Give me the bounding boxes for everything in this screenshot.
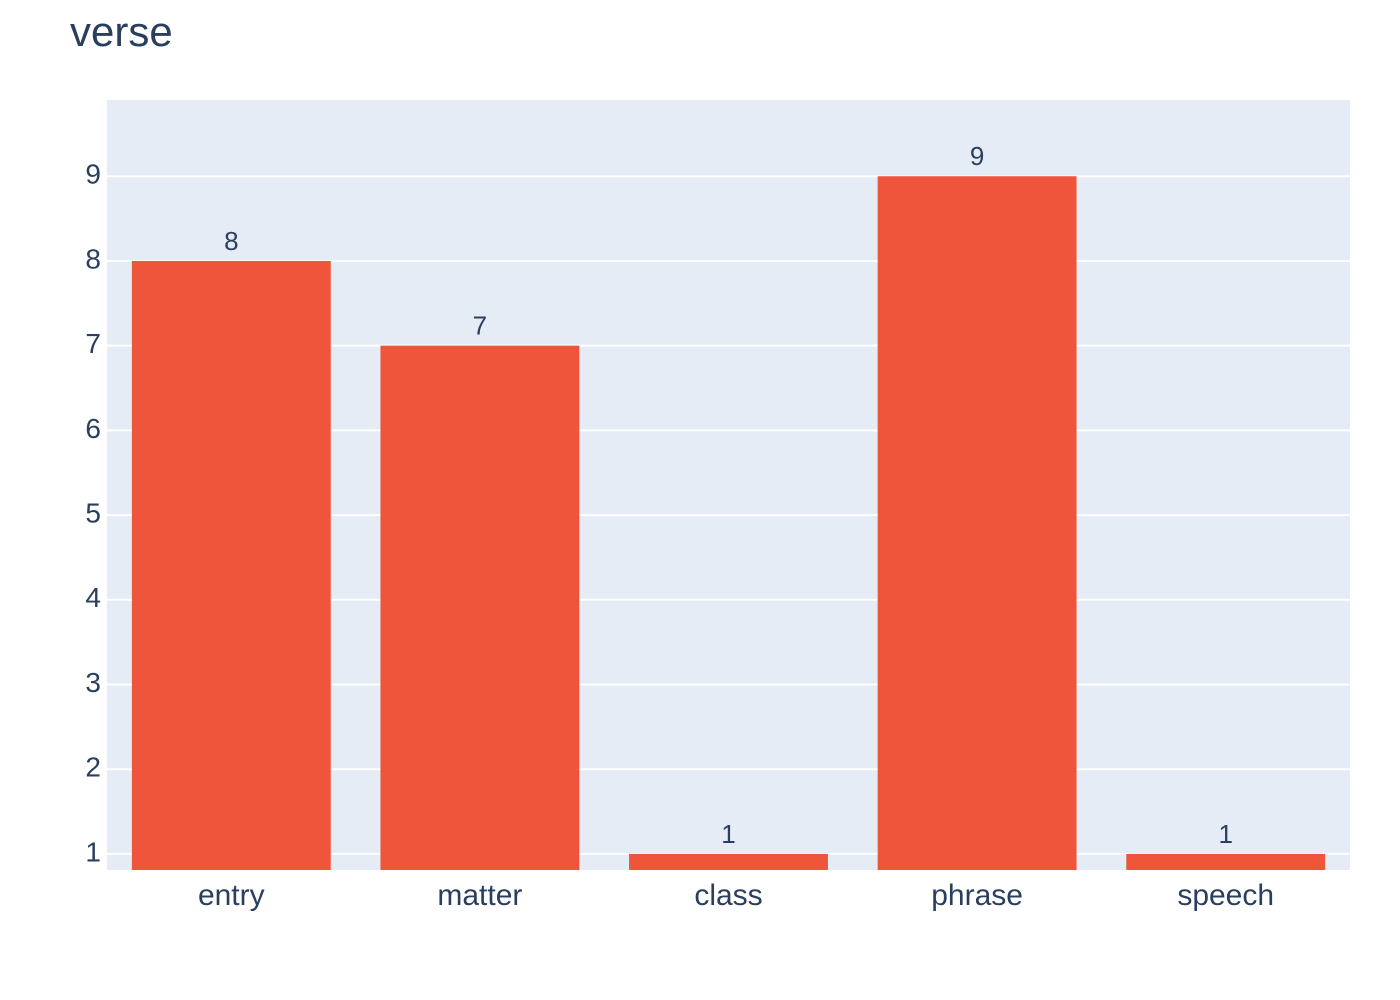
x-tick-label: phrase bbox=[931, 879, 1023, 912]
bar bbox=[131, 260, 331, 870]
chart-title: verse bbox=[70, 8, 173, 55]
x-tick-label: entry bbox=[198, 879, 265, 912]
bar bbox=[1126, 853, 1326, 870]
bar bbox=[877, 176, 1077, 871]
x-tick-label: matter bbox=[437, 879, 522, 912]
bar bbox=[380, 345, 580, 871]
value-label: 1 bbox=[721, 819, 735, 849]
y-tick-label: 7 bbox=[85, 328, 101, 359]
y-tick-label: 8 bbox=[85, 243, 101, 274]
y-tick-label: 9 bbox=[85, 159, 101, 190]
y-tick-label: 6 bbox=[85, 413, 101, 444]
value-label: 8 bbox=[224, 226, 238, 256]
bar bbox=[629, 853, 828, 870]
y-tick-label: 4 bbox=[85, 582, 101, 613]
y-tick-label: 5 bbox=[85, 497, 101, 528]
y-tick-label: 1 bbox=[85, 836, 101, 867]
value-label: 7 bbox=[473, 311, 487, 341]
y-tick-label: 2 bbox=[85, 752, 101, 783]
x-tick-label: class bbox=[694, 879, 762, 912]
x-tick-label: speech bbox=[1177, 879, 1274, 912]
value-label: 9 bbox=[970, 141, 984, 171]
value-label: 1 bbox=[1218, 819, 1232, 849]
y-tick-label: 3 bbox=[85, 667, 101, 698]
